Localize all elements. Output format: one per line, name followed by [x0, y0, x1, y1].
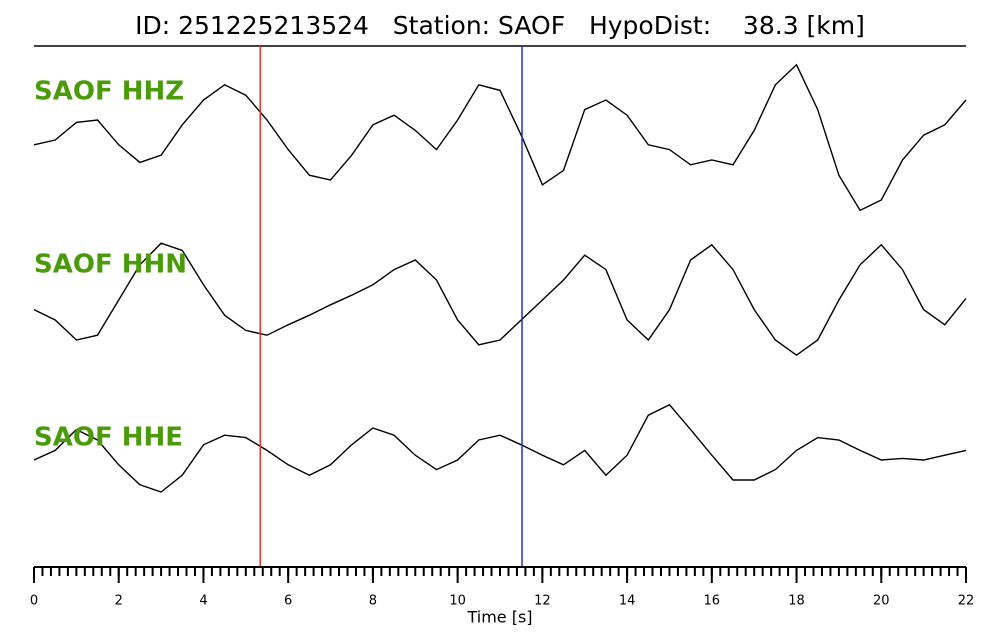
- x-tick-label: 8: [369, 594, 377, 609]
- trace-label: SAOF HHN: [34, 250, 187, 280]
- x-tick-label: 22: [958, 594, 975, 609]
- waveform: [33, 63, 967, 212]
- x-tick-label: 10: [449, 594, 466, 609]
- x-tick-label: 20: [873, 594, 890, 609]
- x-tick-label: 14: [619, 594, 636, 609]
- x-tick-label: 4: [199, 594, 207, 609]
- trace-label: SAOF HHE: [34, 423, 183, 453]
- x-axis-label: Time [s]: [466, 608, 532, 627]
- x-tick-label: 12: [534, 594, 551, 609]
- x-tick-label: 0: [30, 594, 38, 609]
- waveform: [33, 242, 967, 357]
- trace-label: SAOF HHZ: [34, 77, 184, 107]
- x-tick-label: 18: [788, 594, 805, 609]
- x-tick-label: 16: [704, 594, 721, 609]
- x-tick-label: 6: [284, 594, 292, 609]
- x-tick-label: 2: [115, 594, 123, 609]
- waveform: [33, 403, 967, 493]
- chart-title: ID: 251225213524 Station: SAOF HypoDist:…: [135, 11, 865, 40]
